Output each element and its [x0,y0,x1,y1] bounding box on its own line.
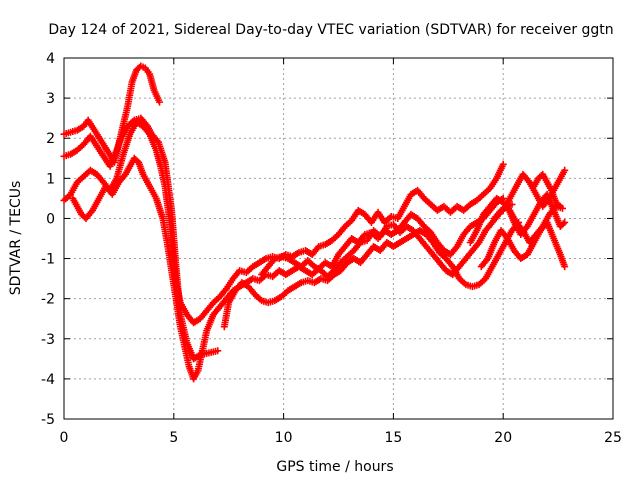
x-axis-label: GPS time / hours [276,459,393,475]
x-tick-label: 0 [60,430,69,446]
plot-frame [63,57,614,420]
y-tick-label: -1 [41,252,55,268]
y-tick-label: -3 [41,332,55,348]
series-track-4 [69,154,507,383]
data-point [556,202,564,210]
x-tick-label: 25 [604,430,622,446]
data-point [555,201,563,209]
y-tick-label: -4 [41,372,55,388]
y-tick-label: -2 [41,292,55,308]
y-tick-label: 2 [46,131,55,147]
series-track-2 [60,114,222,363]
y-axis-label: SDTVAR / TECUs [8,181,24,296]
y-tick-label: 4 [46,51,55,67]
data-points [60,62,569,383]
y-tick-label: 3 [46,91,55,107]
data-point [561,218,569,226]
x-tick-label: 5 [169,430,178,446]
x-tick-label: 15 [384,430,402,446]
axis-ticks: 0 5 10 15 20 25 -5 -4 -3 -2 -1 0 1 2 3 4 [41,51,622,446]
data-point [156,98,164,106]
data-point [561,166,569,174]
y-tick-label: -5 [41,412,55,428]
y-tick-label: 0 [46,211,55,227]
x-tick-label: 10 [275,430,293,446]
data-point [561,263,569,271]
series-track-10 [490,190,569,238]
data-point [499,160,507,168]
y-tick-label: 1 [46,171,55,187]
x-tick-label: 20 [494,430,512,446]
data-point [214,347,222,355]
series-track-11 [530,170,564,210]
series-track-8 [477,218,569,271]
chart-title: Day 124 of 2021, Sidereal Day-to-day VTE… [48,22,613,38]
data-point [559,220,567,228]
